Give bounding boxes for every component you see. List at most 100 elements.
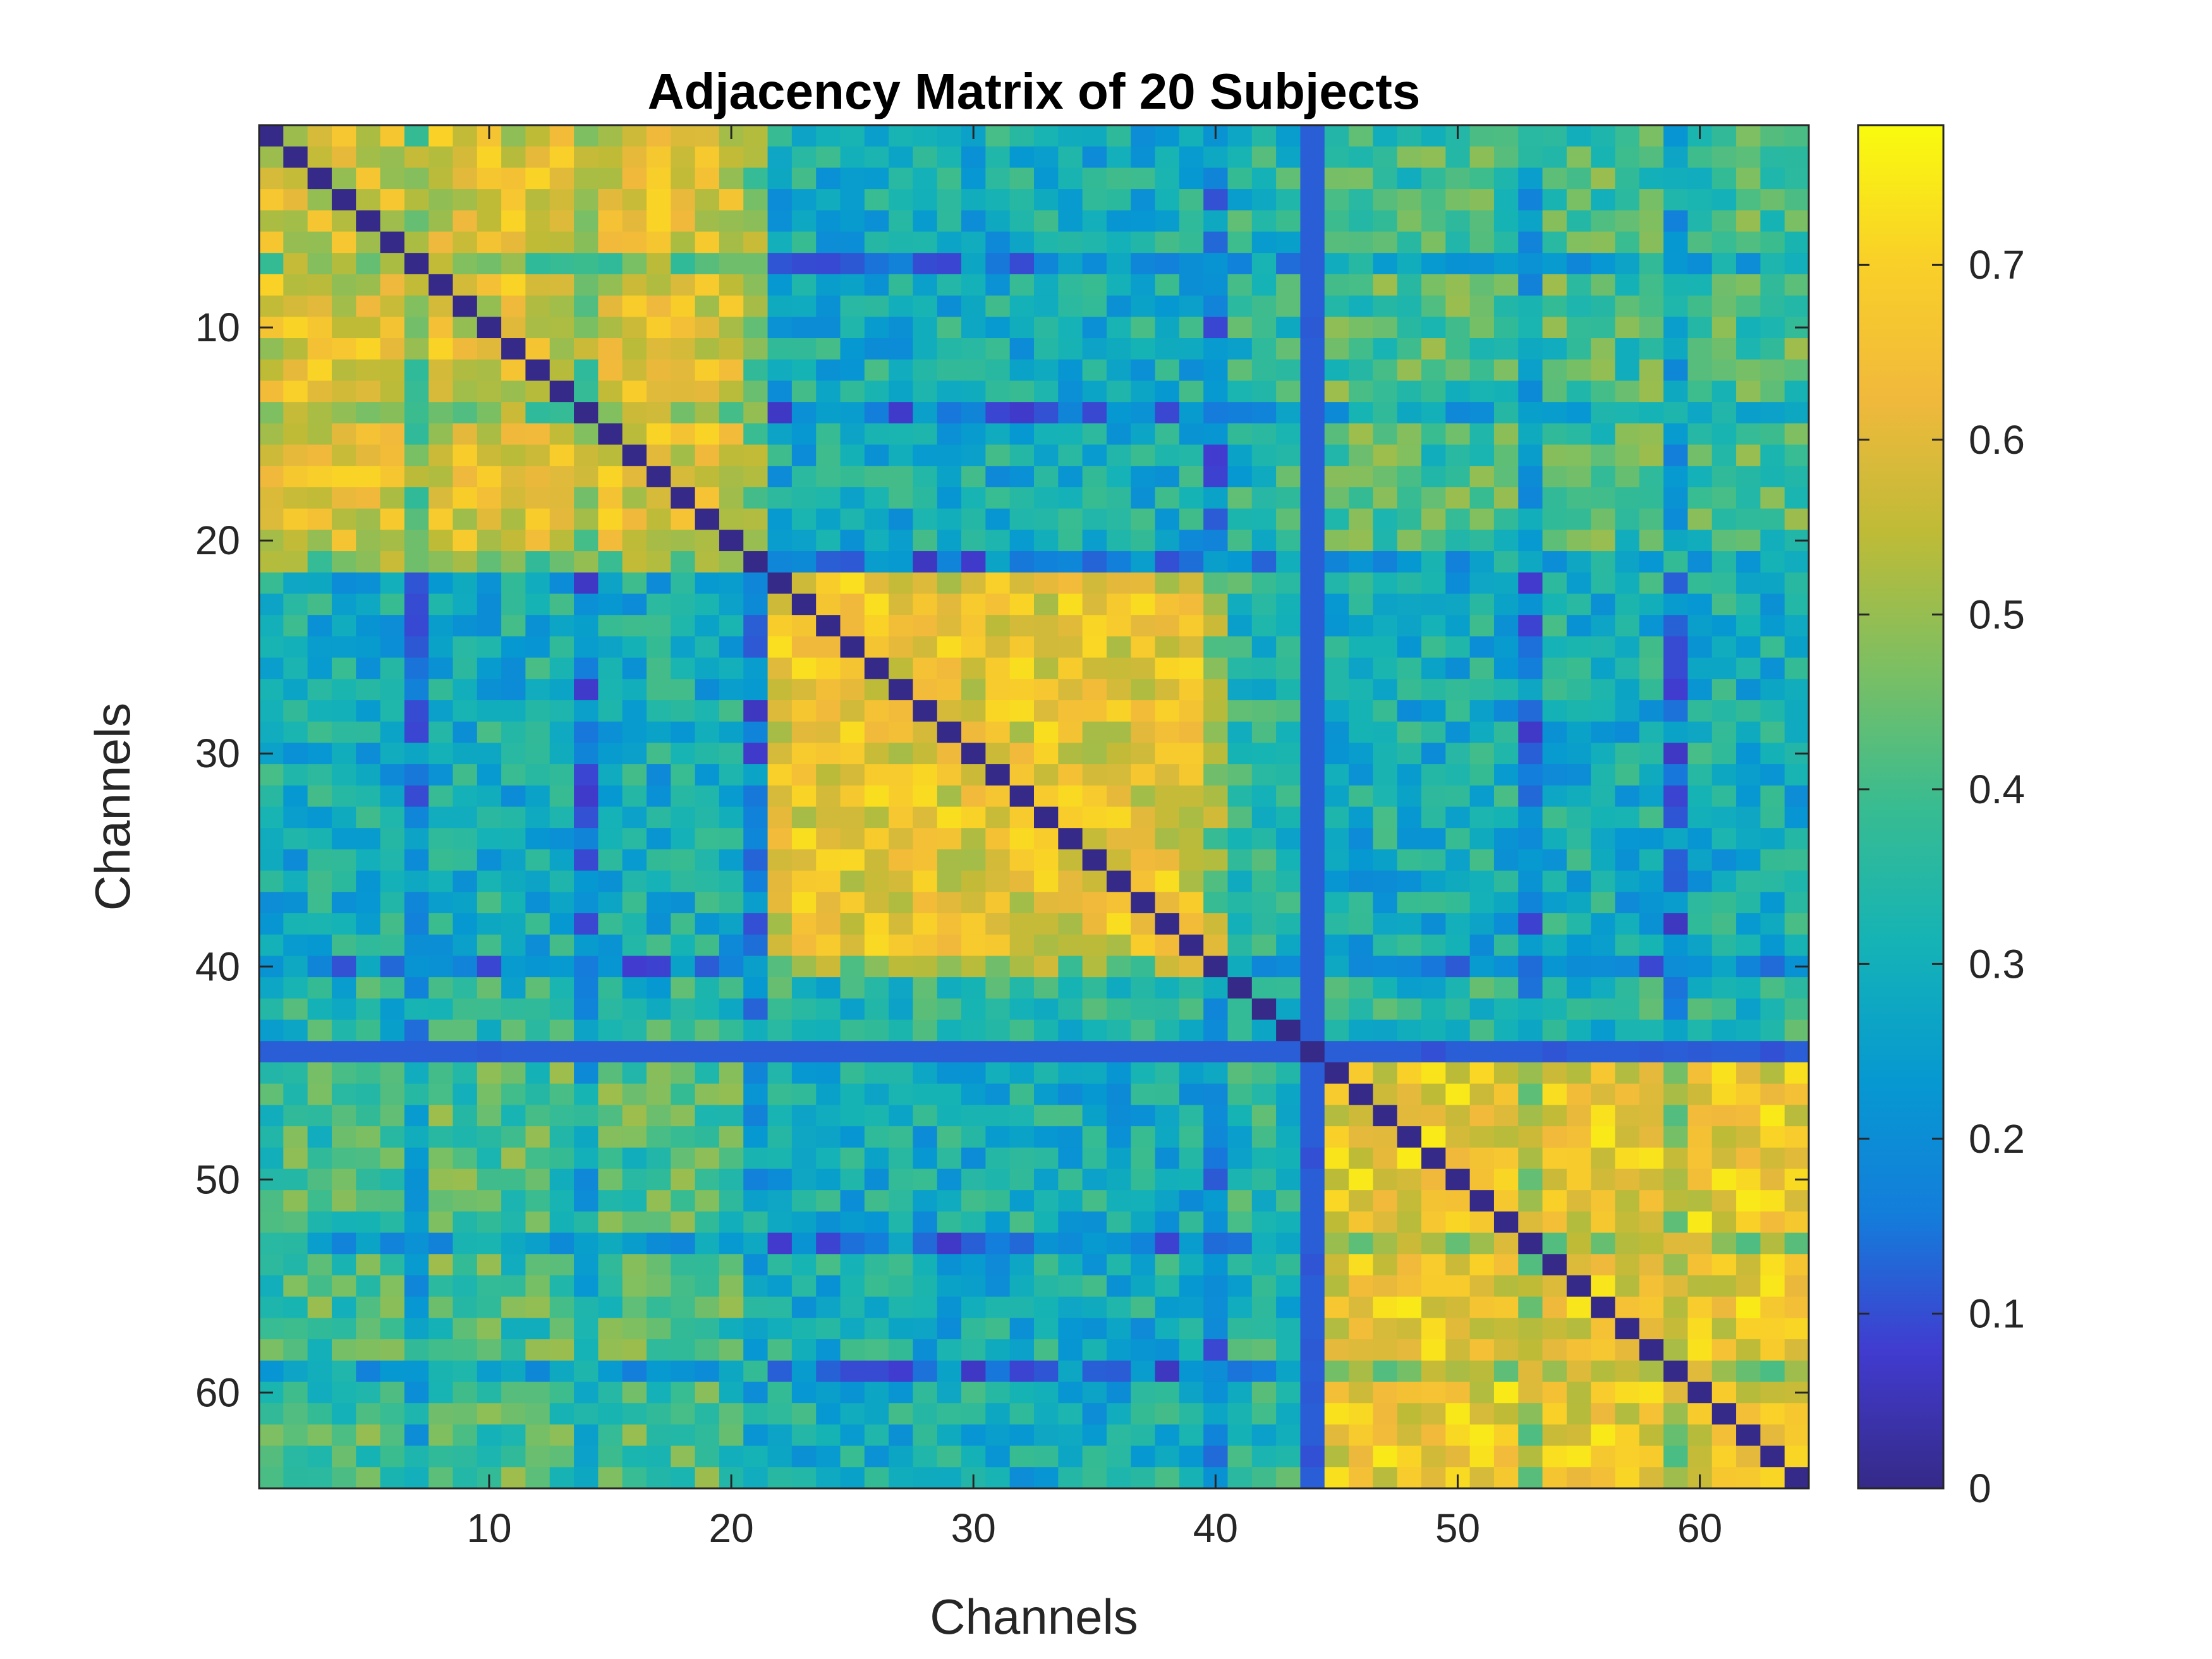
heatmap-cell [985, 1126, 1011, 1148]
heatmap-cell [1639, 700, 1664, 722]
heatmap-cell [428, 1339, 454, 1361]
heatmap-cell [937, 1403, 962, 1425]
heatmap-cell [1784, 231, 1809, 253]
heatmap-cell [1736, 231, 1761, 253]
heatmap-cell [1760, 508, 1785, 530]
heatmap-cell [1373, 892, 1398, 914]
heatmap-cell [1179, 593, 1204, 616]
heatmap-cell [1155, 956, 1180, 978]
heatmap-cell [961, 1211, 986, 1234]
heatmap-cell [1687, 231, 1713, 253]
heatmap-cell [1518, 998, 1543, 1021]
heatmap-cell [1179, 721, 1204, 743]
heatmap-cell [1687, 1019, 1713, 1042]
heatmap-cell [1421, 764, 1446, 786]
heatmap-cell [1615, 189, 1640, 211]
heatmap-cell [501, 934, 526, 957]
heatmap-cell [889, 934, 914, 957]
heatmap-cell [1542, 1169, 1567, 1191]
heatmap-cell [816, 828, 841, 850]
heatmap-cell [1155, 572, 1180, 595]
heatmap-cell [1349, 1232, 1373, 1255]
heatmap-cell [1009, 956, 1035, 978]
heatmap-cell [307, 530, 332, 552]
heatmap-cell [1058, 764, 1083, 786]
heatmap-cell [1324, 1105, 1349, 1127]
heatmap-cell [501, 1275, 526, 1297]
heatmap-cell [889, 806, 914, 829]
heatmap-cell [501, 551, 526, 573]
heatmap-cell [549, 1105, 574, 1127]
heatmap-cell [1227, 1232, 1253, 1255]
heatmap-cell [913, 189, 938, 211]
heatmap-cell [525, 998, 550, 1021]
heatmap-cell [1349, 1126, 1373, 1148]
heatmap-cell [1155, 551, 1180, 573]
heatmap-cell [1493, 892, 1519, 914]
heatmap-cell [1493, 721, 1519, 743]
heatmap-cell [864, 828, 889, 850]
heatmap-cell [1445, 167, 1471, 190]
heatmap-cell [1058, 1318, 1083, 1340]
heatmap-cell [1760, 380, 1785, 403]
heatmap-cell [816, 444, 841, 466]
heatmap-cell [1687, 1382, 1713, 1404]
heatmap-cell [671, 934, 696, 957]
heatmap-cell [259, 636, 284, 659]
heatmap-cell [1131, 849, 1156, 872]
heatmap-cell [1421, 785, 1446, 808]
heatmap-cell [743, 1105, 769, 1127]
heatmap-cell [695, 977, 720, 999]
heatmap-cell [622, 338, 647, 360]
heatmap-cell [307, 934, 332, 957]
heatmap-cell [1469, 1318, 1495, 1340]
heatmap-cell [1518, 444, 1543, 466]
heatmap-cell [1300, 870, 1325, 892]
heatmap-cell [816, 892, 841, 914]
heatmap-cell [1639, 1211, 1664, 1234]
heatmap-cell [1542, 1232, 1567, 1255]
heatmap-cell [1421, 998, 1446, 1021]
heatmap-cell [671, 402, 696, 424]
heatmap-cell [259, 1232, 284, 1255]
heatmap-cell [864, 1211, 889, 1234]
heatmap-cell [1591, 1169, 1616, 1191]
heatmap-cell [356, 615, 381, 637]
heatmap-cell [307, 189, 332, 211]
heatmap-cell [1276, 1105, 1301, 1127]
heatmap-cell [1349, 1041, 1373, 1063]
heatmap-cell [1711, 444, 1737, 466]
heatmap-cell [1179, 1211, 1204, 1234]
heatmap-cell [1009, 146, 1035, 168]
heatmap-cell [1131, 530, 1156, 552]
heatmap-cell [1373, 1232, 1398, 1255]
heatmap-cell [307, 444, 332, 466]
heatmap-cell [1034, 679, 1059, 701]
heatmap-cell [1058, 1190, 1083, 1212]
heatmap-cell [501, 657, 526, 679]
heatmap-cell [889, 146, 914, 168]
heatmap-cell [1760, 721, 1785, 743]
heatmap-cell [1397, 1382, 1422, 1404]
heatmap-cell [1251, 828, 1277, 850]
heatmap-cell [1615, 934, 1640, 957]
heatmap-cell [404, 380, 429, 403]
heatmap-cell [1227, 1360, 1253, 1383]
heatmap-cell [1131, 764, 1156, 786]
heatmap-cell [840, 764, 865, 786]
heatmap-cell [1639, 913, 1664, 935]
heatmap-cell [791, 1126, 817, 1148]
heatmap-cell [1397, 764, 1422, 786]
heatmap-cell [283, 487, 308, 509]
heatmap-cell [1058, 1211, 1083, 1234]
heatmap-cell [380, 934, 405, 957]
heatmap-cell [1179, 1445, 1204, 1468]
heatmap-cell [1711, 189, 1737, 211]
heatmap-cell [1082, 466, 1107, 488]
heatmap-cell [380, 1296, 405, 1318]
heatmap-cell [1760, 167, 1785, 190]
heatmap-cell [622, 210, 647, 233]
heatmap-cell [1736, 806, 1761, 829]
heatmap-cell [961, 146, 986, 168]
heatmap-cell [1276, 615, 1301, 637]
